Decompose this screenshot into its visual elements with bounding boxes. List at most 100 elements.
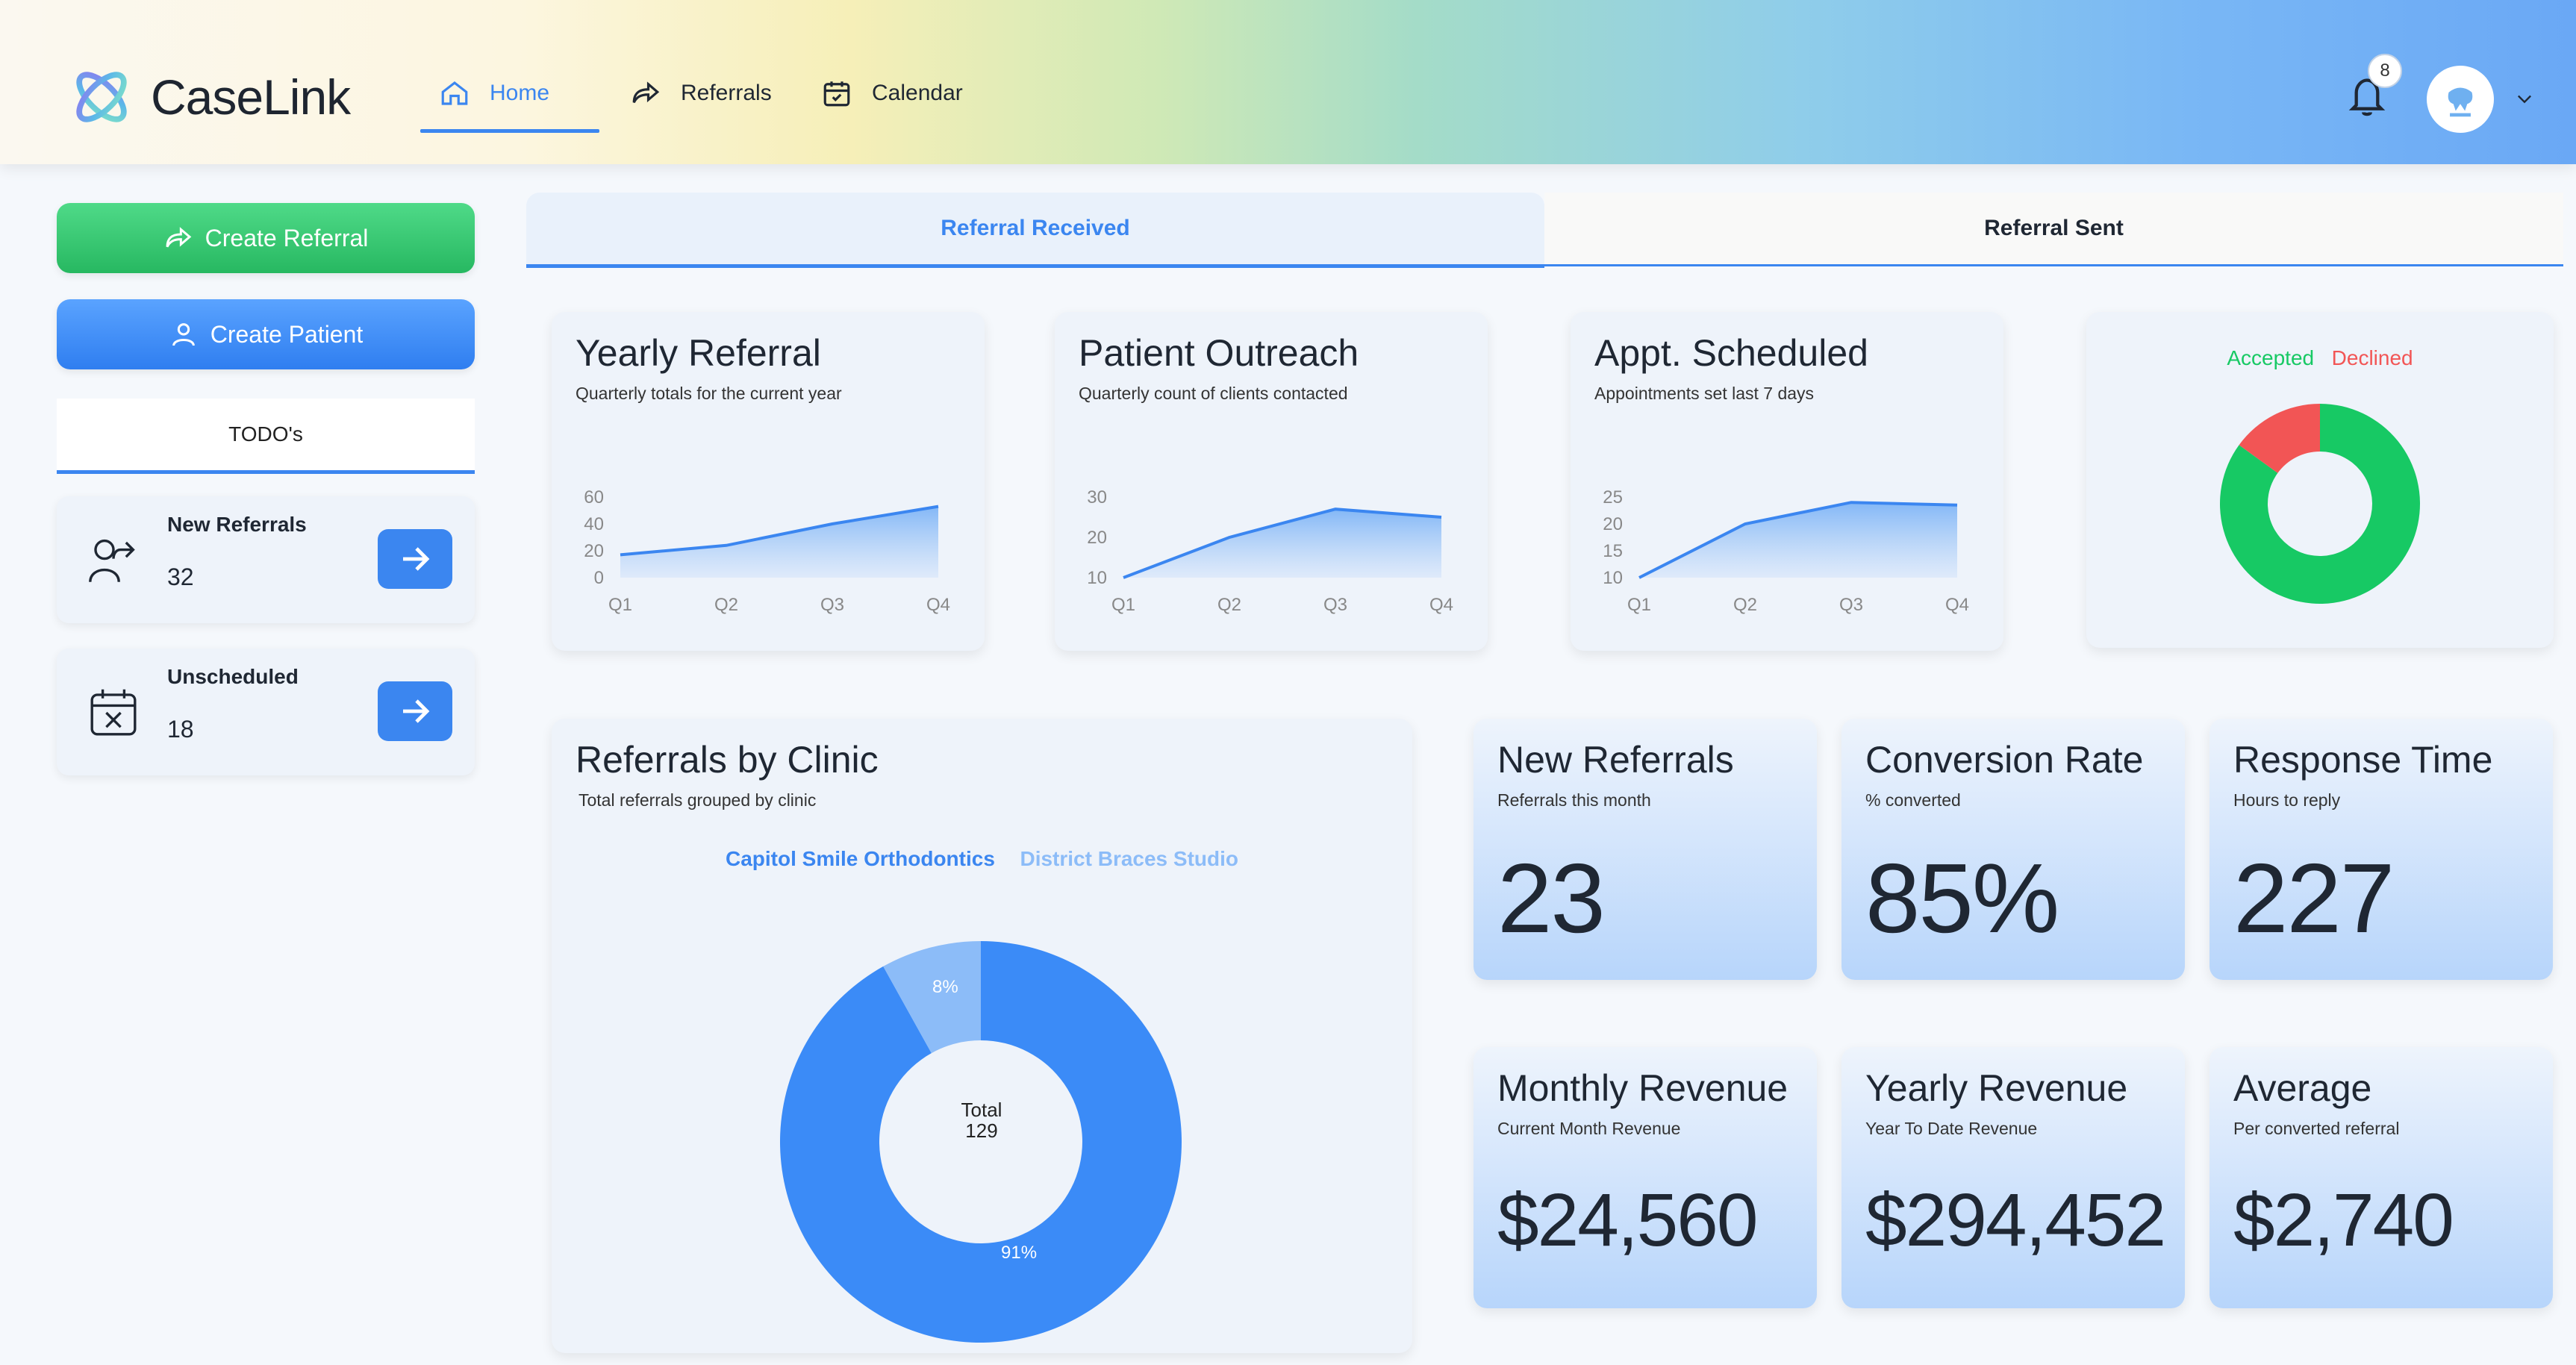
x-tick-label: Q1: [1111, 595, 1135, 615]
y-tick-label: 20: [1087, 528, 1107, 548]
card-title: Yearly Revenue: [1865, 1067, 2128, 1109]
y-tick-label: 20: [584, 541, 604, 561]
share-icon: [166, 227, 191, 248]
chevron-down-icon[interactable]: [2514, 88, 2535, 109]
y-tick-label: 10: [1603, 568, 1623, 588]
card-subtitle: Appointments set last 7 days: [1594, 384, 1815, 403]
bell-icon[interactable]: [2345, 73, 2389, 119]
donut-slice[interactable]: [780, 941, 1182, 1343]
legend-accepted[interactable]: Accepted: [2227, 346, 2315, 369]
card-subtitle: Quarterly totals for the current year: [576, 384, 842, 403]
tab-referral-sent[interactable]: Referral Sent: [1544, 193, 2563, 266]
legend-capitol-smile[interactable]: Capitol Smile Orthodontics: [725, 847, 995, 870]
x-tick-label: Q4: [1945, 595, 1969, 615]
patient-outreach-chart: 10 20 30 Q1 Q2 Q3 Q4: [1087, 487, 1453, 615]
open-unscheduled-button[interactable]: [378, 681, 452, 741]
nav-referrals-label: Referrals: [681, 81, 772, 105]
series-line: [1123, 507, 1442, 579]
yearly-referral-chart: 0 20 40 60 Q1 Q2 Q3 Q4: [584, 487, 950, 615]
total-value: 129: [965, 1119, 998, 1142]
donut-slice[interactable]: [2220, 404, 2420, 604]
card-subtitle: Current Month Revenue: [1497, 1119, 1681, 1138]
todo-count: 18: [167, 716, 194, 743]
top-header: CaseLink Home Referrals Calendar 8: [0, 0, 2576, 164]
card-subtitle: Total referrals grouped by clinic: [578, 790, 817, 810]
card-subtitle: % converted: [1865, 790, 1961, 810]
create-patient-label: Create Patient: [210, 320, 364, 348]
status-legend: Accepted Declined: [2086, 346, 2554, 370]
caselink-logo-icon[interactable]: [66, 61, 137, 133]
card-title: Referrals by Clinic: [576, 739, 879, 781]
clinic-donut-chart: [780, 941, 1182, 1343]
stat-value: 85%: [1865, 843, 2059, 953]
create-referral-button[interactable]: Create Referral: [57, 203, 475, 273]
y-tick-label: 15: [1603, 541, 1623, 561]
home-icon: [441, 81, 468, 105]
area-fill: [1123, 509, 1441, 578]
create-referral-label: Create Referral: [205, 224, 369, 252]
calendar-x-icon: [90, 689, 137, 736]
area-fill: [620, 506, 938, 578]
card-title: Average: [2233, 1067, 2372, 1109]
stat-value: $24,560: [1497, 1178, 1758, 1262]
tab-referral-received[interactable]: Referral Received: [526, 193, 1544, 268]
card-title: Conversion Rate: [1865, 739, 2144, 781]
clinic-legend: Capitol Smile Orthodontics District Brac…: [552, 847, 1412, 871]
y-tick-label: 60: [584, 487, 604, 507]
nav-home[interactable]: Home: [439, 78, 549, 109]
arrow-right-icon: [403, 547, 430, 571]
brand-name: CaseLink: [151, 69, 351, 125]
share-icon: [632, 81, 660, 104]
x-tick-label: Q3: [1323, 595, 1347, 615]
todo-unscheduled: Unscheduled 18: [57, 649, 475, 775]
stat-average: Average Per converted referral $2,740: [2209, 1047, 2553, 1308]
card-subtitle: Referrals this month: [1497, 790, 1651, 810]
y-tick-label: 25: [1603, 487, 1623, 507]
avatar[interactable]: [2427, 66, 2494, 133]
legend-district-braces[interactable]: District Braces Studio: [1020, 847, 1238, 870]
y-tick-label: 30: [1087, 487, 1107, 507]
arrow-right-icon: [403, 699, 430, 723]
y-tick-label: 20: [1603, 514, 1623, 534]
card-title: Yearly Referral: [576, 332, 821, 374]
donut-slice[interactable]: [883, 941, 981, 1054]
appt-scheduled-chart: 10 15 20 25 Q1 Q2 Q3 Q4: [1603, 487, 1969, 615]
card-subtitle: Quarterly count of clients contacted: [1079, 384, 1348, 403]
area-fill: [1639, 502, 1957, 578]
yearly-referral-card: Yearly Referral Quarterly totals for the…: [552, 312, 985, 651]
card-subtitle: Per converted referral: [2233, 1119, 2400, 1138]
nav-calendar[interactable]: Calendar: [821, 78, 963, 109]
stat-new-referrals: New Referrals Referrals this month 23: [1473, 719, 1817, 980]
x-tick-label: Q1: [1627, 595, 1651, 615]
notification-badge: 8: [2368, 54, 2402, 88]
nav-referrals[interactable]: Referrals: [630, 78, 772, 109]
stat-response-time: Response Time Hours to reply 227: [2209, 719, 2553, 980]
card-title: Patient Outreach: [1079, 332, 1359, 374]
create-patient-button[interactable]: Create Patient: [57, 299, 475, 369]
nav-home-label: Home: [490, 81, 550, 105]
todo-new-referrals: New Referrals 32: [57, 496, 475, 623]
stat-value: $2,740: [2233, 1178, 2454, 1262]
referral-status-card: Accepted Declined: [2086, 312, 2554, 648]
patient-outreach-card: Patient Outreach Quarterly count of clie…: [1055, 312, 1488, 651]
referrals-by-clinic-card: Referrals by Clinic Total referrals grou…: [552, 719, 1412, 1353]
todo-label: New Referrals: [167, 513, 307, 536]
y-tick-label: 0: [594, 568, 604, 588]
todo-count: 32: [167, 563, 194, 590]
donut-slice[interactable]: [2239, 404, 2320, 473]
card-title: Monthly Revenue: [1497, 1067, 1788, 1109]
stat-value: 23: [1497, 843, 1606, 953]
nav-calendar-label: Calendar: [872, 81, 963, 105]
x-tick-label: Q3: [1839, 595, 1863, 615]
pct-minor-label: 8%: [932, 977, 958, 997]
y-tick-label: 10: [1087, 568, 1107, 588]
card-title: Response Time: [2233, 739, 2493, 781]
x-tick-label: Q1: [608, 595, 632, 615]
person-share-icon: [89, 539, 135, 583]
donut-center-total: Total 129: [907, 1099, 1056, 1141]
stat-monthly-revenue: Monthly Revenue Current Month Revenue $2…: [1473, 1047, 1817, 1308]
open-new-referrals-button[interactable]: [378, 529, 452, 589]
legend-declined[interactable]: Declined: [2331, 346, 2413, 369]
appt-scheduled-card: Appt. Scheduled Appointments set last 7 …: [1571, 312, 2003, 651]
clinic-logo-icon: [2438, 77, 2483, 122]
